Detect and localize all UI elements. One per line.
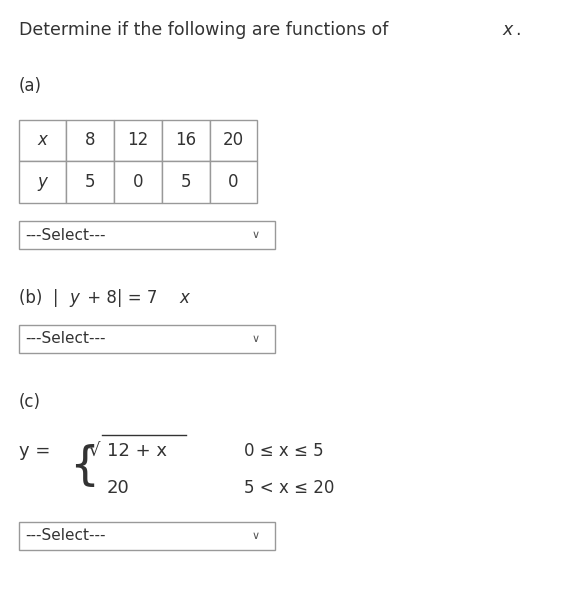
Text: x: x [502, 21, 513, 39]
Bar [210, 161, 257, 203]
Text: x: x [38, 131, 47, 150]
Bar [19, 325, 275, 353]
Text: 5: 5 [180, 173, 191, 191]
Bar [19, 522, 275, 550]
Text: .: . [516, 21, 521, 39]
Text: (b)  |: (b) | [19, 289, 58, 307]
Text: y: y [38, 173, 47, 191]
Bar [66, 120, 114, 161]
Text: 5 < x ≤ 20: 5 < x ≤ 20 [244, 479, 335, 497]
Bar [66, 161, 114, 203]
Text: Determine if the following are functions of: Determine if the following are functions… [19, 21, 393, 39]
Text: + 8| = 7: + 8| = 7 [82, 289, 158, 307]
Text: 0: 0 [133, 173, 143, 191]
Bar [114, 161, 162, 203]
Text: (a): (a) [19, 77, 42, 94]
Text: 16: 16 [175, 131, 196, 150]
Text: {: { [69, 444, 99, 489]
Text: ---Select---: ---Select--- [26, 332, 106, 346]
Text: √: √ [88, 442, 100, 460]
Text: 20: 20 [223, 131, 244, 150]
Bar [19, 221, 275, 249]
Text: ∨: ∨ [251, 531, 260, 541]
Bar [114, 120, 162, 161]
Text: x: x [180, 289, 190, 307]
Text: (c): (c) [19, 393, 41, 411]
Text: 20: 20 [107, 479, 130, 497]
Text: y =: y = [19, 442, 50, 460]
Bar [162, 120, 210, 161]
Text: 0: 0 [228, 173, 239, 191]
Text: 5: 5 [85, 173, 95, 191]
Text: 8: 8 [85, 131, 95, 150]
Text: 12: 12 [127, 131, 148, 150]
Text: ∨: ∨ [251, 230, 260, 240]
Text: ∨: ∨ [251, 334, 260, 344]
Bar [210, 120, 257, 161]
Text: 0 ≤ x ≤ 5: 0 ≤ x ≤ 5 [244, 442, 324, 460]
Bar [19, 161, 66, 203]
Text: ---Select---: ---Select--- [26, 228, 106, 243]
Text: 12 + x: 12 + x [107, 442, 167, 460]
Text: y: y [70, 289, 80, 307]
Bar [162, 161, 210, 203]
Text: ---Select---: ---Select--- [26, 528, 106, 543]
Bar [19, 120, 66, 161]
